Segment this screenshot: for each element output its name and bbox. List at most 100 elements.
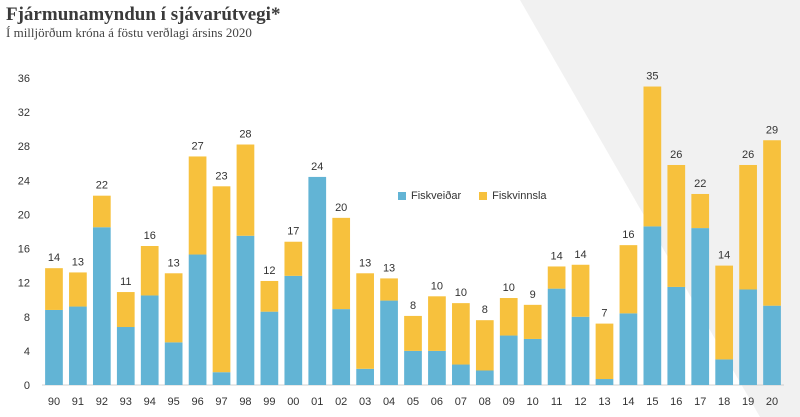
bar-fiskvinnsla (140, 245, 159, 296)
bar-fiskveidar (428, 350, 446, 385)
total-label: 14 (48, 252, 60, 264)
bar-fiskveidar (595, 379, 614, 385)
y-tick-label: 12 (18, 278, 30, 290)
bar-fiskvinnsla (571, 264, 590, 317)
total-label: 13 (72, 256, 84, 268)
bar-fiskvinnsla (643, 86, 662, 227)
x-tick-label: 95 (168, 396, 180, 408)
total-label: 7 (601, 308, 607, 320)
bar-fiskvinnsla (356, 273, 374, 369)
y-tick-label: 24 (18, 175, 30, 187)
y-tick-label: 16 (18, 244, 30, 256)
bar-fiskveidar (164, 342, 183, 385)
bar-fiskveidar (260, 311, 279, 385)
bar-fiskveidar (667, 286, 686, 385)
bar-fiskveidar (739, 289, 757, 385)
total-label: 24 (311, 161, 323, 173)
x-tick-label: 01 (311, 396, 323, 408)
bar-fiskveidar (284, 275, 303, 385)
x-tick-label: 19 (742, 396, 754, 408)
bar-fiskveidar (523, 338, 542, 385)
total-label: 14 (550, 250, 562, 262)
bar-fiskveidar (332, 309, 351, 385)
bar-fiskvinnsla (284, 241, 303, 276)
bar-fiskveidar (188, 254, 207, 385)
bar-fiskveidar (619, 313, 638, 385)
y-tick-label: 20 (18, 209, 30, 221)
x-tick-label: 98 (239, 396, 251, 408)
legend-label-fiskveidar: Fiskveiðar (411, 190, 462, 202)
bar-fiskvinnsla (475, 320, 494, 371)
x-tick-label: 17 (694, 396, 706, 408)
total-label: 20 (335, 202, 347, 214)
x-tick-label: 08 (479, 396, 491, 408)
y-tick-label: 0 (24, 380, 30, 392)
total-label: 28 (239, 129, 251, 141)
bar-fiskveidar (643, 226, 662, 385)
legend-item-fiskvinnsla: Fiskvinnsla (479, 190, 547, 202)
total-label: 12 (263, 265, 275, 277)
x-tick-label: 18 (718, 396, 730, 408)
y-tick-label: 32 (18, 107, 30, 119)
bar-fiskvinnsla (619, 245, 638, 314)
total-label: 14 (718, 250, 730, 262)
x-tick-label: 94 (144, 396, 156, 408)
x-tick-label: 90 (48, 396, 60, 408)
total-label: 10 (431, 280, 443, 292)
bar-fiskvinnsla (715, 265, 734, 360)
bar-fiskvinnsla (691, 193, 710, 229)
bar-fiskvinnsla (739, 164, 757, 290)
x-tick-label: 09 (503, 396, 515, 408)
bar-fiskvinnsla (547, 266, 566, 289)
x-tick-label: 03 (359, 396, 371, 408)
bar-fiskvinnsla (260, 280, 279, 312)
total-label: 13 (383, 262, 395, 274)
bar-fiskveidar (547, 288, 566, 385)
total-label: 22 (694, 178, 706, 190)
bar-fiskvinnsla (236, 144, 255, 236)
bar-fiskveidar (45, 309, 63, 385)
legend-swatch-fiskveidar (398, 192, 406, 200)
bar-fiskvinnsla (45, 268, 63, 310)
bar-fiskveidar (92, 227, 111, 385)
total-label: 10 (455, 287, 467, 299)
bar-fiskvinnsla (499, 298, 518, 336)
x-tick-label: 20 (766, 396, 778, 408)
total-label: 22 (96, 180, 108, 192)
total-label: 35 (646, 71, 658, 83)
bar-fiskveidar (308, 176, 327, 385)
x-tick-label: 11 (551, 396, 562, 408)
x-tick-label: 10 (527, 396, 539, 408)
total-label: 23 (215, 170, 227, 182)
x-tick-label: 96 (191, 396, 203, 408)
legend: Fiskveiðar Fiskvinnsla (398, 190, 565, 202)
x-tick-label: 16 (670, 396, 682, 408)
x-tick-label: 97 (215, 396, 227, 408)
chart-title: Fjármunamyndun í sjávarútvegi* (6, 4, 281, 25)
bar-fiskvinnsla (763, 140, 781, 306)
x-tick-label: 05 (407, 396, 419, 408)
total-label: 8 (410, 300, 416, 312)
total-label: 27 (191, 140, 203, 152)
bar-fiskveidar (452, 364, 470, 385)
y-tick-label: 4 (24, 346, 30, 358)
total-label: 17 (287, 226, 299, 238)
bar-fiskveidar (763, 305, 781, 385)
bar-fiskveidar (69, 306, 87, 385)
bar-fiskvinnsla (428, 296, 446, 351)
bar-fiskveidar (356, 368, 374, 385)
x-tick-label: 07 (455, 396, 467, 408)
legend-swatch-fiskvinnsla (479, 192, 488, 200)
x-tick-label: 92 (96, 396, 108, 408)
bar-fiskvinnsla (116, 292, 135, 328)
total-label: 13 (359, 257, 371, 269)
x-tick-label: 02 (335, 396, 347, 408)
x-tick-label: 04 (383, 396, 395, 408)
total-label: 16 (622, 229, 634, 241)
bar-fiskveidar (571, 316, 590, 385)
bar-fiskveidar (380, 300, 398, 385)
bar-fiskvinnsla (164, 273, 183, 343)
x-tick-label: 91 (72, 396, 84, 408)
x-tick-label: 14 (622, 396, 634, 408)
